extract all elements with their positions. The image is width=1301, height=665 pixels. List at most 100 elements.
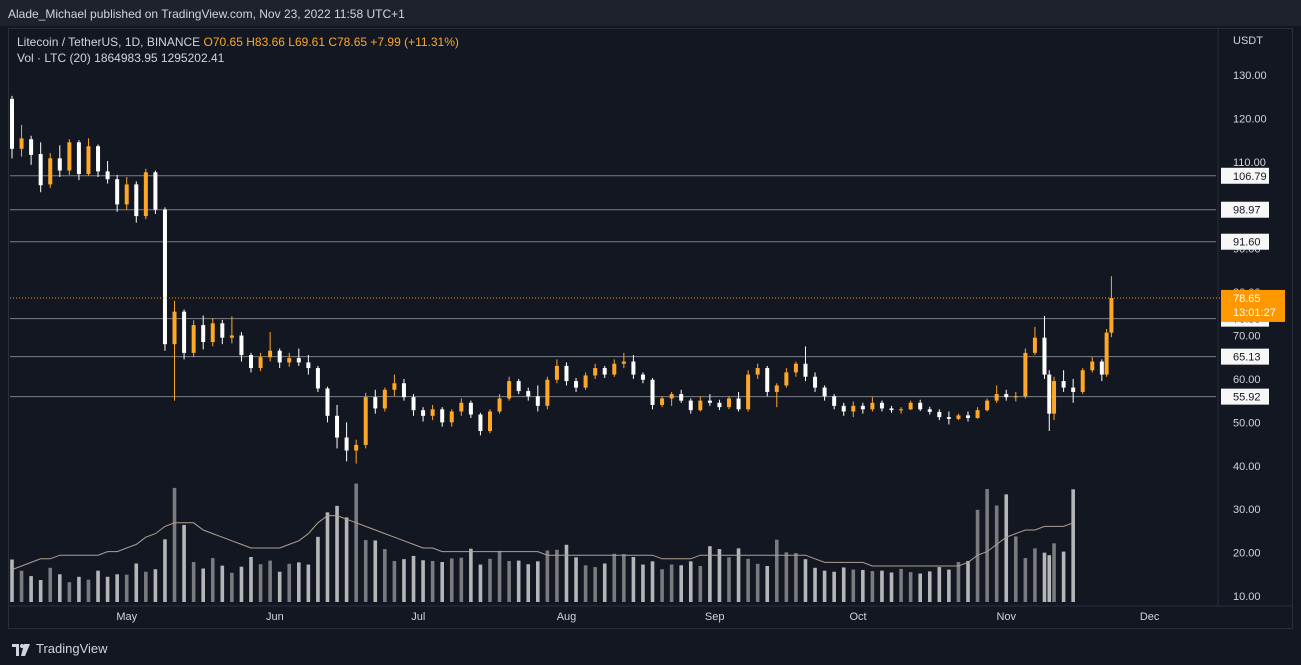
candle-down [1004,394,1009,398]
x-tick-label: Jul [411,611,425,623]
candle-down [411,397,416,411]
candle-down [1042,337,1047,375]
volume-bar [191,562,196,602]
candle-up [67,142,72,171]
candle-down [182,311,187,353]
volume-bar [402,559,406,602]
y-tick-label: 130.00 [1233,70,1267,82]
candle-up [956,415,961,419]
candle-up [870,402,875,410]
candle-up [354,444,359,451]
volume-bar [880,570,884,602]
legend-low: L69.61 [288,35,325,49]
volume-bar [708,546,712,602]
candle-down [860,405,865,410]
candle-up [975,410,980,418]
level-label: 55.92 [1233,392,1261,404]
volume-bar [1033,548,1037,602]
candle-up [621,361,626,364]
candle-up [660,398,665,405]
volume-bar [96,570,100,602]
x-tick-label: Sep [705,611,725,623]
candle-down [688,400,693,411]
volume-bar [593,567,597,602]
volume-bar [746,558,750,602]
legend-symbol-row: Litecoin / TetherUS, 1D, BINANCE O70.65 … [17,34,459,50]
candle-down [717,402,722,408]
y-tick-label: 110.00 [1233,157,1266,169]
y-tick-label: 40.00 [1233,461,1261,473]
candle-up [507,381,512,399]
volume-bar [1061,551,1066,602]
candle-down [813,376,818,388]
volume-bar [507,560,511,602]
legend-volume-value: 1864983.95 [94,51,158,65]
y-tick-label: 30.00 [1233,504,1261,516]
tradingview-logo[interactable]: TradingView [12,641,108,656]
legend-volume-label[interactable]: Vol · LTC (20) [17,51,91,65]
candle-down [631,361,636,375]
candle-up [1052,381,1057,414]
x-tick-label: Oct [849,611,866,623]
volume-bar [421,560,425,602]
volume-bar [172,487,177,602]
candle-up [1032,337,1037,353]
volume-bar [363,540,368,602]
candle-up [459,402,464,412]
candle-down [153,172,158,210]
candle-down [889,408,894,411]
tradingview-icon [12,643,30,656]
volume-bar [335,505,339,602]
candle-up [172,311,177,345]
volume-bar [813,567,817,602]
volume-bar [469,548,473,602]
candle-down [344,437,349,451]
candle-down [201,325,206,343]
candle-down [401,383,406,398]
candle-up [793,363,798,373]
volume-bar [29,576,33,602]
level-label-bg [1221,233,1269,250]
candle-up [994,394,999,401]
candle-up [698,400,703,411]
candle-down [1061,381,1066,388]
volume-bar [755,563,760,602]
candle-down [918,402,923,410]
candle-down [277,350,282,363]
legend-symbol[interactable]: Litecoin / TetherUS, 1D, BINANCE [17,35,201,49]
volume-bar [736,548,741,602]
volume-bar [717,549,722,602]
volume-bar [832,571,836,602]
volume-bar [985,488,989,602]
volume-bar [727,557,731,602]
volume-bar [775,539,779,602]
level-label-bg [1221,201,1269,218]
legend-close: C78.65 [328,35,368,49]
candle-up [48,158,53,185]
price-chart[interactable]: USDT130.00120.00110.00100.0090.0080.0070… [0,0,1301,632]
volume-bar [268,560,272,602]
volume-bar [440,562,444,602]
candle-down [325,388,330,416]
candle-down [707,400,712,403]
y-tick-label: 20.00 [1233,548,1261,560]
last-price-label-bg [1221,289,1285,322]
volume-bar [58,574,62,602]
candle-up [449,411,454,423]
x-tick-label: May [116,611,137,623]
level-label-bg [1221,167,1269,184]
volume-bar [516,560,521,602]
candle-up [1109,297,1114,333]
candle-up [488,411,492,432]
legend-change: +7.99 (+11.31%) [370,35,459,49]
volume-bar [956,562,961,602]
volume-bar [77,576,81,602]
volume-bar [497,550,502,602]
candle-down [115,179,120,205]
level-label-bg [1221,388,1269,405]
chart-legend: Litecoin / TetherUS, 1D, BINANCE O70.65 … [17,34,459,66]
publish-info: Alade_Michael published on TradingView.c… [8,7,405,21]
volume-bar [899,568,903,602]
candle-down [96,146,101,172]
